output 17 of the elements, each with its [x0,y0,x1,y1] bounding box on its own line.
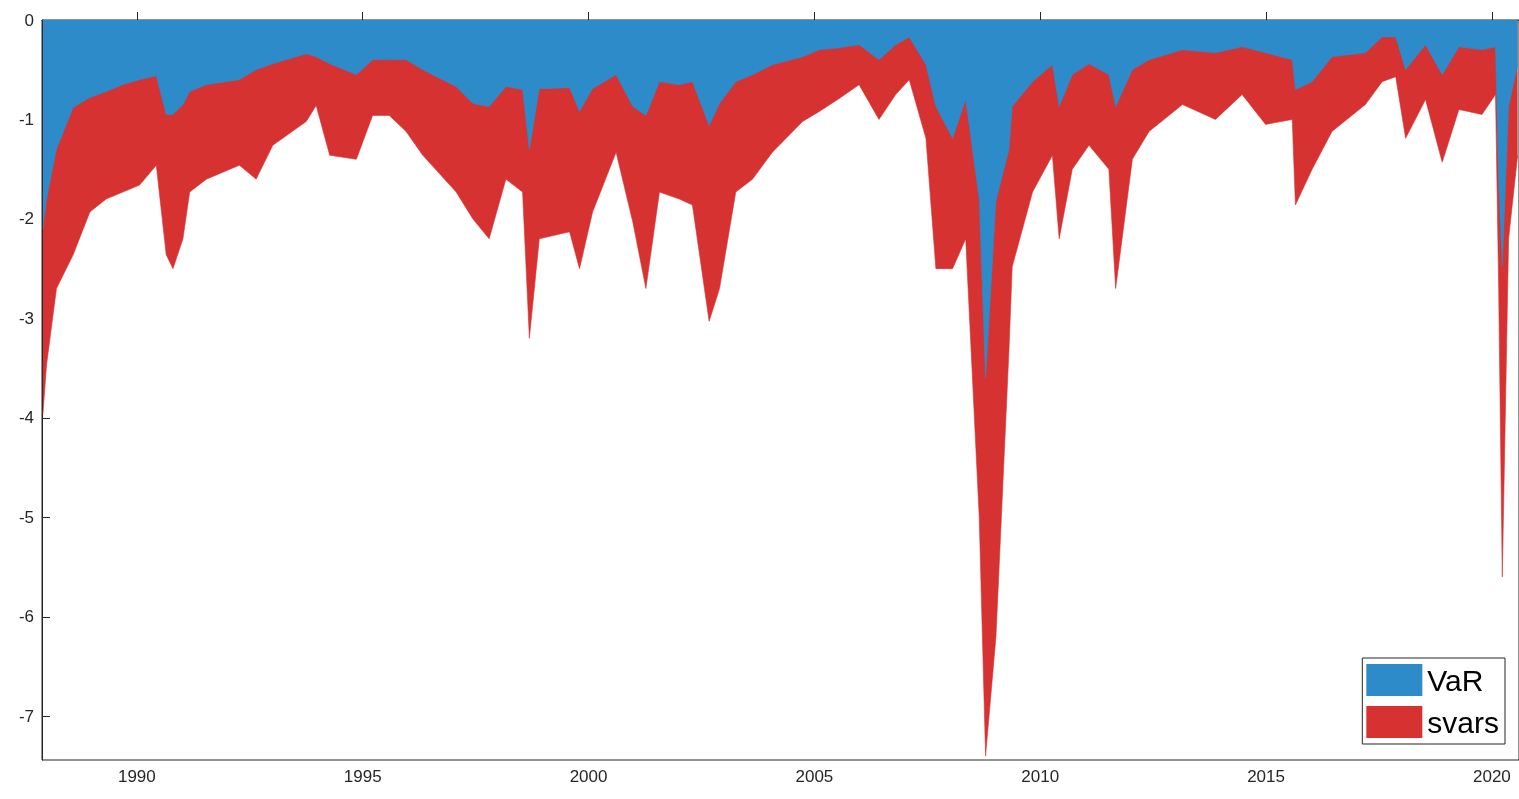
y-tick-label: -6 [18,607,34,627]
x-tick-label: 2000 [569,767,608,786]
y-tick-label: -4 [18,408,34,428]
y-tick-label: -2 [18,209,34,229]
legend-label: svars [1427,705,1500,739]
x-tick-label: 2005 [795,767,834,786]
x-tick-label: 2020 [1472,767,1511,786]
x-tick-label: 2010 [1021,767,1060,786]
y-tick-label: 0 [24,10,34,30]
y-tick-label: -1 [18,109,34,129]
legend-label: VaR [1427,663,1484,697]
y-tick-label: -7 [18,706,34,726]
y-tick-label: -3 [18,308,34,328]
y-tick-label: -5 [18,507,34,527]
x-tick-label: 1990 [117,767,156,786]
x-tick-label: 1995 [343,767,382,786]
x-tick-label: 2015 [1247,767,1285,786]
